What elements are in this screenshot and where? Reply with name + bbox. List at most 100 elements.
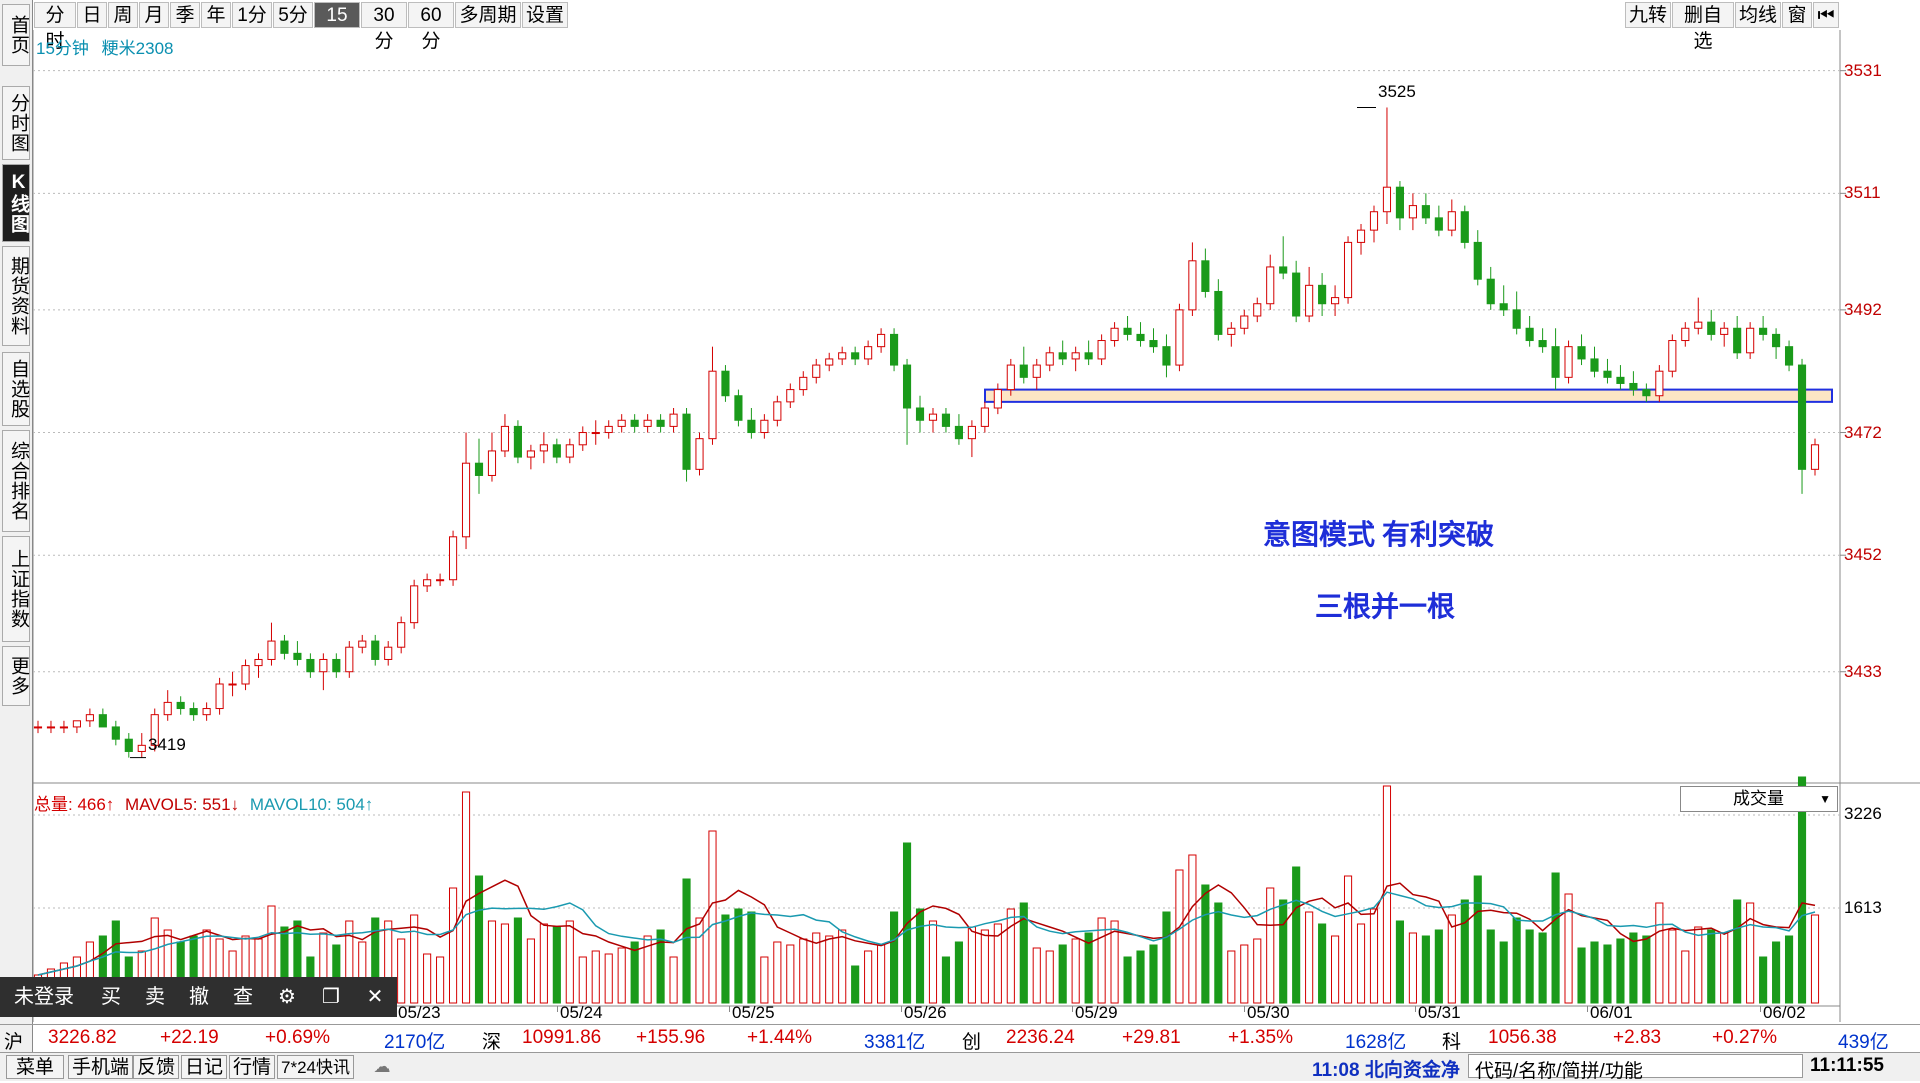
date-tick-label: 05/23 — [398, 1003, 441, 1022]
mobile-button[interactable]: 手机端 — [68, 1055, 134, 1079]
volume-bar — [1227, 950, 1236, 1004]
index-kc-name: 科 — [1442, 1032, 1462, 1053]
candle-body — [1253, 303, 1262, 317]
period-button-0[interactable]: 分时 — [34, 2, 76, 52]
volume-bar — [1707, 929, 1716, 1004]
index-cy-pct: +1.35% — [1228, 1027, 1293, 1048]
candle-body — [1097, 340, 1106, 360]
volume-bar — [890, 911, 899, 1004]
price-tick-label: 3472 — [1844, 422, 1882, 442]
period-button-4[interactable]: 季 — [170, 2, 200, 28]
index-sz-price: 10991.86 — [522, 1027, 602, 1048]
index-kc-price: 1056.38 — [1488, 1027, 1557, 1048]
period-button-12[interactable]: 设置 — [522, 2, 568, 28]
news-button[interactable]: 7*24快讯 — [277, 1055, 354, 1079]
period-button-7[interactable]: 5分 — [273, 2, 313, 28]
candle-body — [500, 425, 510, 452]
period-button-8[interactable]: 15分 — [314, 2, 360, 52]
candle-body — [1655, 370, 1664, 397]
restore-window-icon[interactable]: ❐ — [322, 986, 340, 1008]
date-tick-label: 06/01 — [1590, 1003, 1633, 1022]
volume-bar — [1577, 947, 1586, 1004]
volume-bar — [448, 887, 458, 1004]
candle-body — [176, 701, 185, 710]
date-tick — [1415, 1006, 1416, 1012]
date-tick-label: 05/29 — [1075, 1003, 1118, 1022]
volume-bar — [539, 923, 548, 1004]
volume-bar — [526, 938, 535, 1004]
price-tick-label: 3452 — [1844, 545, 1882, 565]
cancel-order-button[interactable]: 撤 — [189, 986, 209, 1008]
volume-bar — [1318, 923, 1327, 1004]
toolbar-right-button-1[interactable]: 删自选 — [1672, 2, 1734, 52]
period-button-10[interactable]: 60分 — [408, 2, 454, 52]
feedback-button[interactable]: 反馈 — [133, 1055, 180, 1079]
candle-body — [423, 579, 432, 587]
volume-bar — [617, 947, 626, 1004]
volume-bar — [941, 956, 951, 1004]
index-sh-price: 3226.82 — [48, 1027, 117, 1048]
left-tab-2[interactable]: K线图 — [2, 164, 30, 242]
candle-body — [734, 395, 743, 421]
volume-bar — [565, 920, 574, 1004]
candle-body — [1343, 241, 1353, 299]
candle-body — [1746, 327, 1755, 354]
pattern-sub: 三根并一根 — [1315, 592, 1456, 623]
candle-body — [1227, 327, 1236, 335]
volume-bar — [1629, 932, 1638, 1004]
buy-button[interactable]: 买 — [101, 986, 121, 1008]
query-button[interactable]: 查 — [233, 986, 253, 1008]
volume-bar — [1810, 914, 1820, 1004]
volume-bar — [760, 956, 769, 1004]
left-tab-6[interactable]: 上证指数 — [2, 536, 30, 642]
toolbar-right-button-0[interactable]: 九转 — [1625, 2, 1671, 28]
collapse-icon[interactable]: ⏮ — [1813, 2, 1839, 28]
left-tab-0[interactable]: 首页 — [2, 4, 30, 66]
left-tab-7[interactable]: 更多 — [2, 646, 30, 706]
candle-body — [1460, 211, 1469, 243]
index-sz-amount: 3381亿 — [864, 1032, 926, 1053]
volume-bar — [838, 929, 847, 1004]
period-button-2[interactable]: 周 — [108, 2, 138, 28]
chart-symbol: 粳米2308 — [101, 39, 174, 58]
volume-bar — [552, 926, 561, 1004]
volume-indicator-select[interactable]: 成交量 ▼ — [1680, 786, 1838, 812]
news-ticker[interactable]: 11:08 北向资金净 — [1312, 1060, 1460, 1081]
left-tab-3[interactable]: 期货资料 — [2, 246, 30, 346]
volume-bar — [1201, 884, 1210, 1004]
candle-body — [345, 646, 354, 673]
candle-body — [1395, 186, 1405, 219]
login-button[interactable]: 未登录 — [14, 986, 74, 1008]
close-icon[interactable]: ✕ — [366, 986, 384, 1008]
search-input[interactable]: 代码/名称/简拼/功能 — [1468, 1054, 1803, 1082]
candle-body — [280, 640, 289, 654]
candle-body — [1538, 340, 1547, 348]
menu-button[interactable]: 菜单 — [6, 1055, 64, 1079]
period-button-1[interactable]: 日 — [77, 2, 107, 28]
period-button-6[interactable]: 1分 — [232, 2, 272, 28]
period-button-5[interactable]: 年 — [201, 2, 231, 28]
left-tab-bar: 首页分时图 K线图期货资料自选股综合排名上证指数更多 — [0, 0, 33, 1080]
diary-button[interactable]: 日记 — [181, 1055, 228, 1079]
period-button-11[interactable]: 多周期 — [455, 2, 521, 28]
sell-button[interactable]: 卖 — [145, 986, 165, 1008]
volume-bar — [1784, 935, 1794, 1004]
left-tab-1[interactable]: 分时图 — [2, 86, 30, 160]
candle-body — [1603, 370, 1612, 378]
left-tab-5[interactable]: 综合排名 — [2, 430, 30, 532]
volume-selector-label: 成交量 — [1733, 789, 1784, 808]
market-button[interactable]: 行情 — [229, 1055, 276, 1079]
candle-body — [98, 714, 107, 728]
volume-bar — [747, 911, 756, 1004]
period-button-9[interactable]: 30分 — [361, 2, 407, 52]
settings-icon[interactable]: ⚙ — [278, 986, 296, 1008]
left-tab-4[interactable]: 自选股 — [2, 352, 30, 426]
candle-body — [46, 726, 56, 729]
candle-body — [293, 652, 302, 660]
toolbar-right-button-3[interactable]: 窗 — [1782, 2, 1812, 28]
period-button-3[interactable]: 月 — [139, 2, 169, 28]
volume-bar — [604, 953, 613, 1004]
candle-body — [1058, 352, 1067, 360]
toolbar-right-button-2[interactable]: 均线 — [1735, 2, 1781, 28]
